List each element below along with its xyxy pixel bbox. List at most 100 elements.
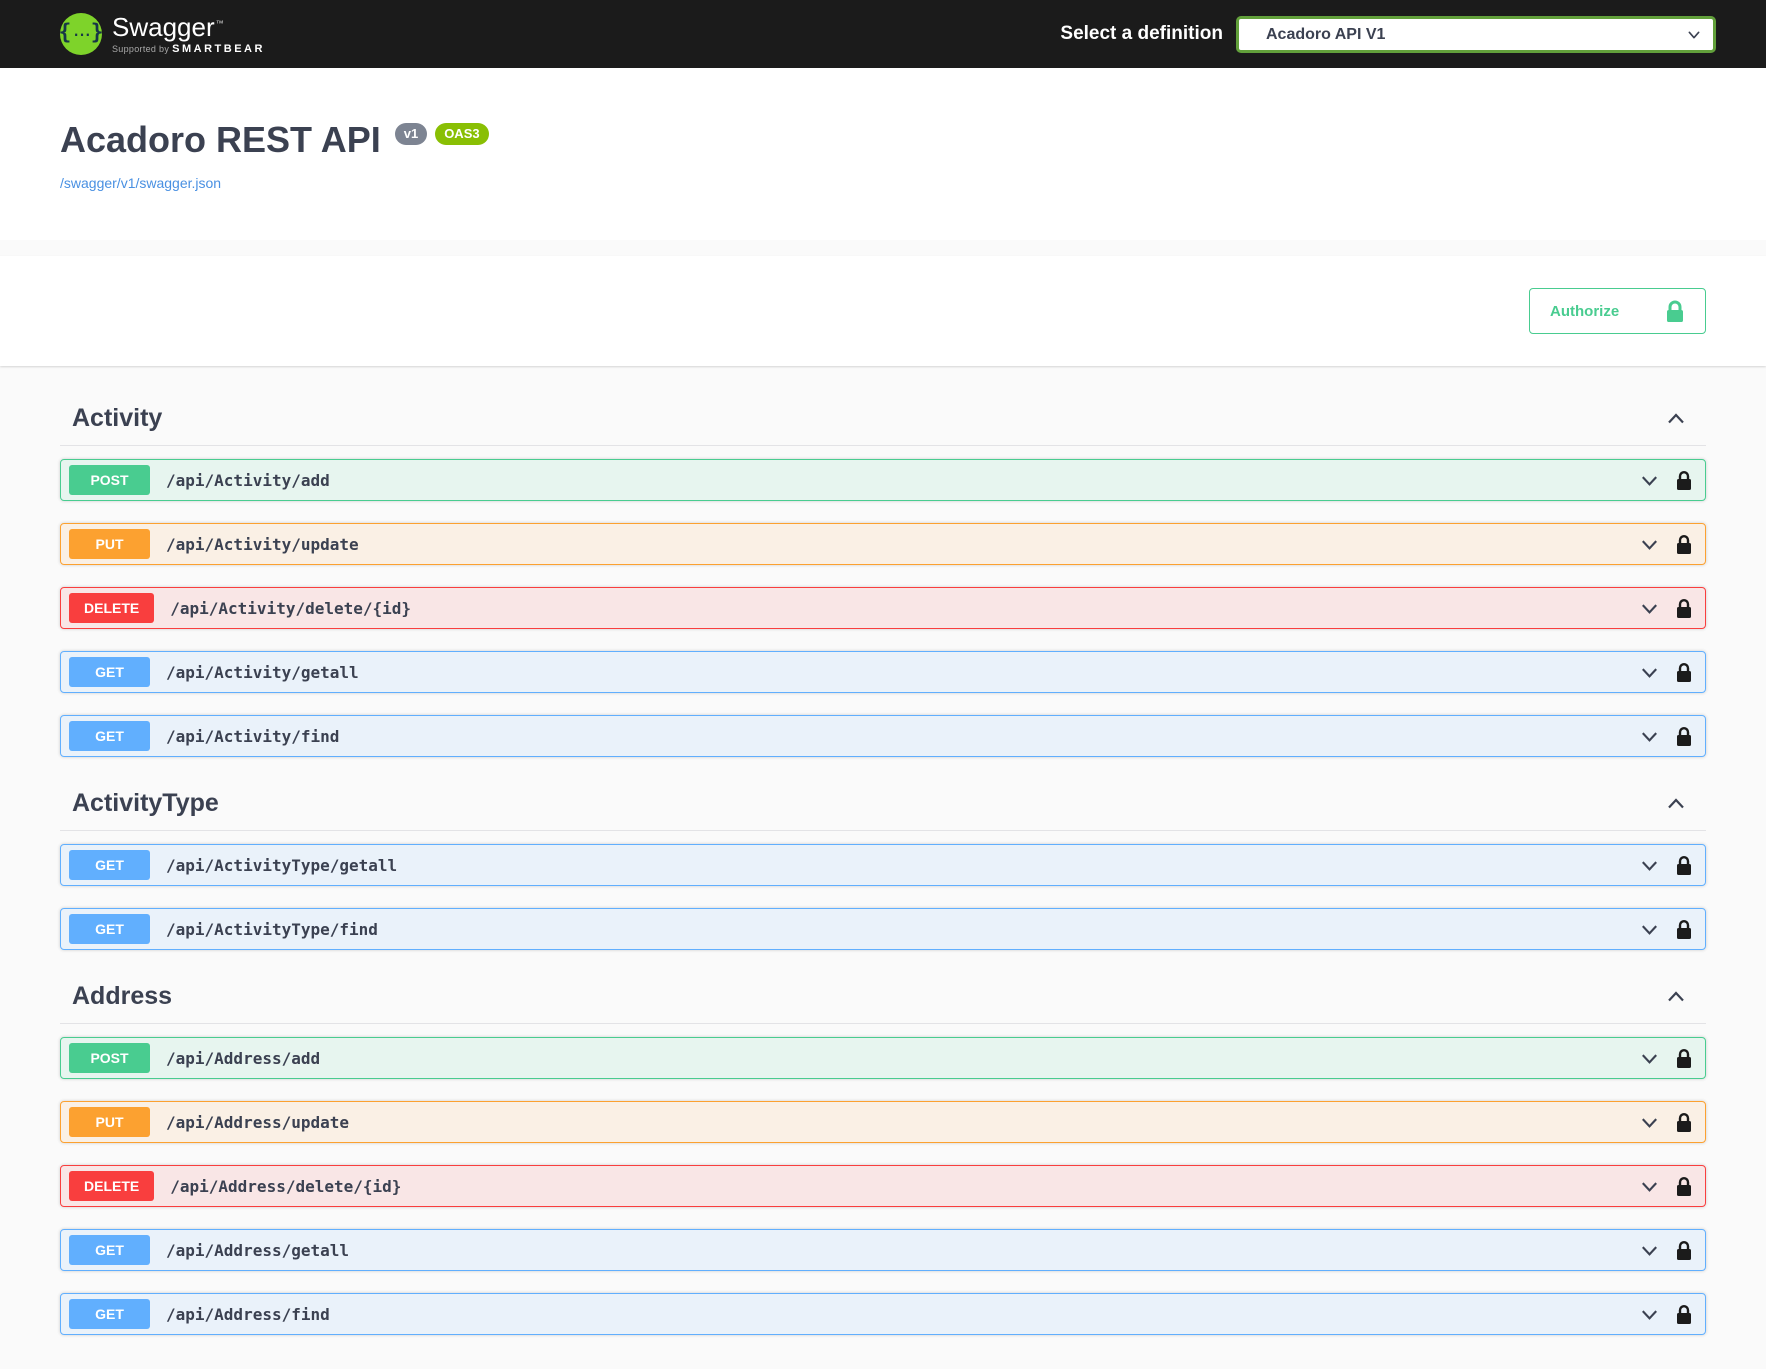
- oas3-badge: OAS3: [435, 123, 489, 145]
- lock-icon: [1677, 1304, 1691, 1324]
- method-badge: GET: [69, 850, 150, 880]
- section-title: ActivityType: [72, 789, 219, 817]
- expand-operation-button[interactable]: [1638, 1303, 1661, 1326]
- method-badge: GET: [69, 1235, 150, 1265]
- operation-path: /api/Activity/delete/{id}: [170, 598, 412, 618]
- expand-operation-button[interactable]: [1638, 1239, 1661, 1262]
- operation-path: /api/Address/add: [166, 1048, 321, 1068]
- chevron-up-icon: [1668, 412, 1684, 423]
- chevron-down-icon: [1642, 1053, 1657, 1064]
- method-badge: DELETE: [69, 593, 155, 623]
- authorize-label: Authorize: [1550, 302, 1620, 320]
- expand-operation-button[interactable]: [1638, 1175, 1661, 1198]
- expand-operation-button[interactable]: [1638, 469, 1661, 492]
- lock-icon: [1677, 1240, 1691, 1260]
- operation-controls: [1638, 533, 1692, 556]
- operation-controls: [1638, 597, 1692, 620]
- chevron-up-icon: [1668, 990, 1684, 1001]
- lock-icon: [1677, 534, 1691, 554]
- operation-controls: [1638, 661, 1692, 684]
- chevron-down-icon: [1642, 667, 1657, 678]
- operation-lock-button[interactable]: [1676, 534, 1692, 555]
- operation-lock-button[interactable]: [1676, 919, 1692, 940]
- method-badge: GET: [69, 914, 150, 944]
- swagger-logo[interactable]: {...} Swagger™ Supported by SMARTBEAR: [59, 11, 265, 55]
- operation-lock-button[interactable]: [1676, 1112, 1692, 1133]
- chevron-down-icon: [1642, 1117, 1657, 1128]
- operation-lock-button[interactable]: [1676, 1048, 1692, 1069]
- operation-controls: [1638, 1175, 1692, 1198]
- operation-path: /api/Activity/getall: [166, 662, 359, 682]
- collapse-section-button[interactable]: [1664, 792, 1688, 816]
- operation-controls: [1638, 854, 1692, 877]
- operation-lock-button[interactable]: [1676, 855, 1692, 876]
- operation-controls: [1638, 725, 1692, 748]
- expand-operation-button[interactable]: [1638, 661, 1661, 684]
- operation-row[interactable]: GET /api/ActivityType/find: [60, 908, 1706, 950]
- operation-row[interactable]: GET /api/Address/getall: [60, 1229, 1706, 1271]
- operation-lock-button[interactable]: [1676, 470, 1692, 491]
- operation-controls: [1638, 1239, 1692, 1262]
- operation-controls: [1638, 918, 1692, 941]
- chevron-down-icon: [1642, 1181, 1657, 1192]
- section-header[interactable]: ActivityType: [60, 783, 1706, 831]
- page-title: Acadoro REST API: [60, 119, 381, 160]
- definition-area: Select a definition Acadoro API V1: [1060, 15, 1716, 53]
- collapse-section-button[interactable]: [1664, 407, 1688, 431]
- chevron-down-icon: [1642, 539, 1657, 550]
- expand-operation-button[interactable]: [1638, 1111, 1661, 1134]
- section-header[interactable]: Activity: [60, 398, 1706, 446]
- operation-lock-button[interactable]: [1676, 598, 1692, 619]
- lock-icon: [1677, 919, 1691, 939]
- api-section: Activity POST /api/Activity/add PUT /api…: [60, 398, 1706, 757]
- operation-controls: [1638, 1303, 1692, 1326]
- method-badge: GET: [69, 1299, 150, 1329]
- expand-operation-button[interactable]: [1638, 533, 1661, 556]
- operation-row[interactable]: GET /api/Address/find: [60, 1293, 1706, 1335]
- operation-row[interactable]: POST /api/Address/add: [60, 1037, 1706, 1079]
- operation-row[interactable]: GET /api/ActivityType/getall: [60, 844, 1706, 886]
- lock-icon: [1677, 662, 1691, 682]
- expand-operation-button[interactable]: [1638, 597, 1661, 620]
- operation-lock-button[interactable]: [1676, 1240, 1692, 1261]
- chevron-down-icon: [1642, 1245, 1657, 1256]
- topbar: {...} Swagger™ Supported by SMARTBEAR Sel…: [0, 0, 1766, 68]
- collapse-section-button[interactable]: [1664, 985, 1688, 1009]
- operation-row[interactable]: POST /api/Activity/add: [60, 459, 1706, 501]
- lock-icon: [1677, 1176, 1691, 1196]
- operation-path: /api/Address/delete/{id}: [170, 1176, 402, 1196]
- brand-name: Swagger: [112, 11, 215, 42]
- section-title: Activity: [72, 404, 163, 432]
- operation-row[interactable]: PUT /api/Activity/update: [60, 523, 1706, 565]
- supported-by-label: Supported by: [112, 43, 170, 54]
- operation-lock-button[interactable]: [1676, 1304, 1692, 1325]
- spec-json-link[interactable]: /swagger/v1/swagger.json: [60, 175, 222, 191]
- swagger-braces-icon: {...}: [59, 13, 103, 55]
- expand-operation-button[interactable]: [1638, 918, 1661, 941]
- supported-by-line: Supported by SMARTBEAR: [112, 43, 265, 55]
- operation-path: /api/Activity/find: [166, 726, 340, 746]
- operation-row[interactable]: GET /api/Activity/getall: [60, 651, 1706, 693]
- operation-lock-button[interactable]: [1676, 662, 1692, 683]
- expand-operation-button[interactable]: [1638, 854, 1661, 877]
- operation-controls: [1638, 1111, 1692, 1134]
- operation-path: /api/Activity/add: [166, 470, 330, 490]
- operation-lock-button[interactable]: [1676, 1176, 1692, 1197]
- method-badge: POST: [69, 1043, 150, 1073]
- operation-path: /api/ActivityType/find: [166, 919, 378, 939]
- lock-icon: [1677, 726, 1691, 746]
- authorize-button[interactable]: Authorize: [1529, 288, 1706, 334]
- expand-operation-button[interactable]: [1638, 725, 1661, 748]
- operation-lock-button[interactable]: [1676, 726, 1692, 747]
- expand-operation-button[interactable]: [1638, 1047, 1661, 1070]
- operation-row[interactable]: PUT /api/Address/update: [60, 1101, 1706, 1143]
- section-title: Address: [72, 982, 173, 1010]
- operation-path: /api/Address/getall: [166, 1240, 350, 1260]
- section-header[interactable]: Address: [60, 976, 1706, 1024]
- lock-icon: [1677, 855, 1691, 875]
- definition-select[interactable]: Acadoro API V1: [1236, 15, 1716, 53]
- operation-row[interactable]: GET /api/Activity/find: [60, 715, 1706, 757]
- method-badge: DELETE: [69, 1171, 155, 1201]
- operation-row[interactable]: DELETE /api/Address/delete/{id}: [60, 1165, 1706, 1207]
- operation-row[interactable]: DELETE /api/Activity/delete/{id}: [60, 587, 1706, 629]
